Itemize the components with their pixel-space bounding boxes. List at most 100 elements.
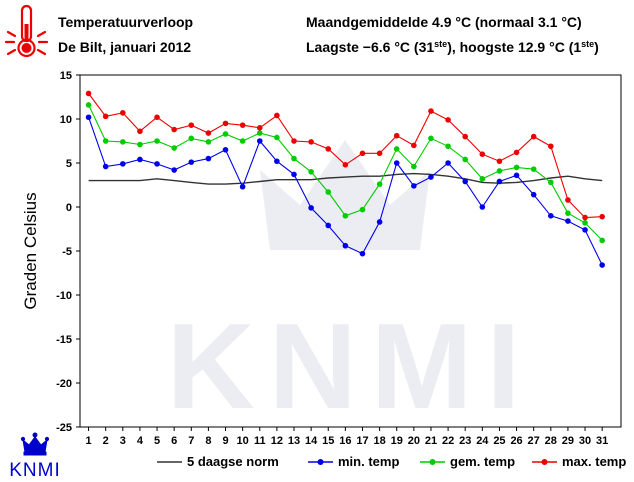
data-point-min-temp (428, 174, 434, 180)
data-point-mean-temp (462, 156, 469, 163)
data-point-min-temp (342, 242, 349, 249)
data-point-max-temp (222, 120, 229, 127)
x-tick-label: 19 (391, 435, 403, 447)
data-point-max-temp (85, 90, 92, 97)
data-point-mean-temp (513, 164, 520, 171)
data-point-min-temp (548, 213, 554, 219)
x-tick-label: 22 (442, 435, 454, 447)
knmi-logo: KNMI (9, 432, 60, 480)
x-tick-label: 21 (425, 435, 437, 447)
data-point-min-temp (445, 160, 451, 166)
data-point-mean-temp (376, 181, 383, 187)
data-point-min-temp (188, 159, 195, 165)
data-point-min-temp (256, 138, 263, 144)
x-tick-label: 14 (305, 435, 318, 447)
data-point-mean-temp (496, 168, 503, 174)
data-point-max-temp (188, 122, 195, 128)
data-point-max-temp (102, 113, 109, 120)
x-tick-label: 25 (493, 435, 505, 447)
x-tick-label: 24 (476, 435, 489, 447)
data-point-min-temp (359, 250, 366, 257)
data-point-max-temp (274, 112, 280, 119)
data-point-max-temp (154, 114, 160, 121)
data-point-max-temp (205, 130, 212, 136)
y-tick-label: 10 (60, 114, 72, 126)
x-tick-label: 20 (408, 435, 420, 447)
legend-label-max-temp: max. temp (562, 454, 626, 469)
data-point-max-temp (582, 214, 588, 221)
data-point-max-temp (171, 126, 177, 133)
y-axis-label: Graden Celsius (21, 192, 40, 309)
data-point-max-temp (291, 138, 297, 144)
data-point-mean-temp (445, 143, 451, 150)
x-tick-label: 1 (85, 435, 91, 447)
legend-label-norm: 5 daagse norm (187, 454, 279, 469)
data-point-max-temp (496, 158, 503, 165)
x-tick-label: 9 (222, 435, 228, 447)
data-point-max-temp (411, 142, 417, 149)
data-point-min-temp (599, 262, 605, 268)
y-tick-label: -20 (56, 378, 72, 390)
data-point-mean-temp (530, 166, 537, 172)
legend-marker-max-temp (541, 459, 548, 465)
data-point-mean-temp (393, 146, 400, 152)
data-point-max-temp (325, 146, 332, 152)
data-point-mean-temp (137, 141, 143, 148)
data-point-mean-temp (599, 237, 605, 244)
data-point-min-temp (530, 191, 537, 198)
data-point-max-temp (599, 213, 605, 220)
data-point-min-temp (582, 227, 588, 233)
data-point-min-temp (274, 158, 280, 165)
legend-marker-mean-temp (429, 459, 436, 465)
data-point-min-temp (496, 178, 503, 185)
data-point-max-temp (428, 108, 434, 114)
x-tick-label: 28 (545, 435, 557, 447)
data-point-mean-temp (205, 139, 212, 145)
x-tick-label: 15 (322, 435, 334, 447)
data-point-min-temp (411, 183, 417, 189)
watermark-crown (260, 140, 430, 250)
x-tick-label: 11 (254, 435, 266, 447)
data-point-mean-temp (274, 134, 280, 141)
series-line-norm (88, 172, 603, 185)
data-point-mean-temp (256, 130, 263, 136)
thermometer-icon (4, 4, 49, 58)
x-tick-label: 5 (154, 435, 160, 447)
y-tick-label: 0 (66, 202, 72, 214)
y-tick-label: 5 (66, 158, 72, 170)
data-point-min-temp (171, 167, 177, 173)
x-tick-label: 23 (459, 435, 471, 447)
data-point-min-temp (102, 163, 109, 170)
data-point-min-temp (85, 114, 92, 121)
data-point-mean-temp (548, 179, 554, 186)
data-point-mean-temp (171, 145, 177, 151)
x-tick-label: 26 (510, 435, 522, 447)
data-point-mean-temp (359, 206, 366, 213)
data-point-mean-temp (222, 131, 229, 137)
data-point-mean-temp (291, 155, 297, 162)
x-tick-label: 17 (356, 435, 368, 447)
crown-icon (20, 432, 50, 456)
data-point-mean-temp (308, 169, 314, 175)
data-point-min-temp (291, 171, 297, 178)
y-tick-label: -5 (62, 246, 72, 258)
data-point-mean-temp (85, 102, 92, 108)
data-point-max-temp (479, 151, 486, 157)
data-point-mean-temp (342, 213, 349, 219)
data-point-mean-temp (582, 220, 588, 226)
data-point-max-temp (513, 149, 520, 156)
x-tick-label: 18 (373, 435, 385, 447)
data-point-mean-temp (325, 189, 332, 195)
data-point-max-temp (530, 133, 537, 140)
watermark-text: KNMI (167, 298, 535, 434)
y-tick-label: -10 (56, 290, 72, 302)
y-tick-label: -15 (56, 334, 72, 346)
data-point-mean-temp (239, 138, 246, 144)
data-point-max-temp (256, 125, 263, 131)
data-point-min-temp (308, 205, 314, 211)
data-point-max-temp (445, 117, 451, 123)
x-tick-label: 29 (562, 435, 574, 447)
data-point-mean-temp (428, 135, 434, 142)
